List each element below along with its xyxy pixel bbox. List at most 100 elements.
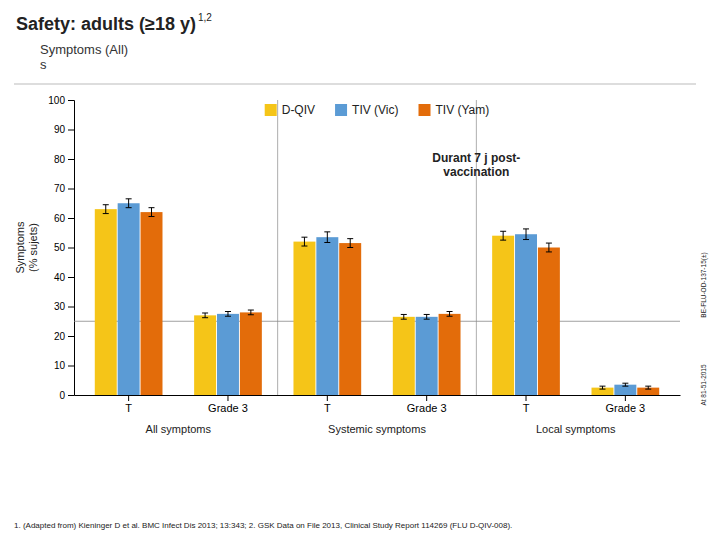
sidebar-text: BE-FLU-OD-137-15(±) bbox=[700, 252, 708, 317]
bar bbox=[439, 314, 461, 395]
error-bar bbox=[225, 312, 231, 317]
x-tick: T bbox=[324, 395, 331, 414]
y-tick-label: 70 bbox=[54, 183, 66, 194]
y-tick: 80 bbox=[54, 154, 74, 165]
bar bbox=[95, 209, 117, 395]
x-tick-label: T bbox=[324, 402, 331, 414]
bar bbox=[393, 317, 415, 395]
x-tick: Grade 3 bbox=[407, 395, 447, 414]
y-tick-label: 80 bbox=[54, 154, 66, 165]
x-tick-label: T bbox=[125, 402, 132, 414]
y-tick: 20 bbox=[54, 331, 74, 342]
bar bbox=[118, 203, 140, 395]
error-bar bbox=[103, 205, 109, 214]
annotation: Durant 7 j post-vaccination bbox=[432, 151, 520, 179]
y-tick-mark bbox=[68, 159, 74, 160]
reference-line bbox=[74, 321, 680, 322]
title: Safety: adults (≥18 y) bbox=[16, 14, 196, 34]
y-axis-title: Symptoms(% sujets) bbox=[14, 221, 39, 273]
legend-swatch bbox=[419, 104, 431, 116]
error-bar bbox=[301, 237, 307, 246]
marks bbox=[74, 199, 680, 395]
title-note: 1,2 bbox=[198, 12, 212, 23]
y-tick-mark bbox=[68, 248, 74, 249]
error-bar bbox=[248, 310, 254, 315]
y-tick: 40 bbox=[54, 272, 74, 283]
y-tick-mark bbox=[68, 100, 74, 101]
legend-swatch bbox=[265, 104, 277, 116]
y-tick-label: 30 bbox=[54, 301, 66, 312]
legend: D-QIV TIV (Vic) TIV (Yam) bbox=[265, 103, 490, 117]
x-tick: Grade 3 bbox=[208, 395, 248, 414]
error-bar bbox=[149, 208, 155, 217]
error-bar bbox=[202, 313, 208, 318]
error-bar bbox=[347, 239, 353, 248]
y-tick: 100 bbox=[48, 95, 74, 106]
y-tick-mark bbox=[68, 189, 74, 190]
error-bar bbox=[401, 314, 407, 319]
error-bar bbox=[126, 199, 132, 208]
y-axis-line bbox=[68, 101, 75, 396]
y-tick: 60 bbox=[54, 213, 74, 224]
y-tick-mark bbox=[68, 130, 74, 131]
y-tick-label: 100 bbox=[48, 95, 65, 106]
error-bar bbox=[645, 386, 651, 389]
y-tick-mark bbox=[68, 307, 74, 308]
x-tick: Grade 3 bbox=[605, 395, 645, 414]
subtitle: Symptoms (All)s bbox=[40, 42, 128, 72]
plot: 0102030405060708090100TGrade 3TGrade 3TG… bbox=[48, 95, 680, 435]
x-tick-label: T bbox=[523, 402, 530, 414]
y-tick-label: 20 bbox=[54, 331, 66, 342]
x-tick: T bbox=[523, 395, 530, 414]
y-tick-mark bbox=[68, 366, 74, 367]
section-divider bbox=[277, 100, 278, 395]
legend-item: TIV (Yam) bbox=[419, 103, 490, 117]
y-tick-label: 40 bbox=[54, 272, 66, 283]
bar bbox=[141, 212, 163, 395]
y-tick: 50 bbox=[54, 242, 74, 253]
y-tick-label: 50 bbox=[54, 242, 66, 253]
x-tick-label: Grade 3 bbox=[407, 402, 447, 414]
error-bar bbox=[500, 231, 506, 240]
sidebar-text: At 81-51-2015 bbox=[700, 364, 707, 406]
error-bar bbox=[523, 229, 529, 240]
error-bar bbox=[599, 386, 605, 389]
error-bar bbox=[447, 312, 453, 317]
x-tick-mark bbox=[327, 395, 328, 401]
legend-item: D-QIV bbox=[265, 103, 315, 117]
bar bbox=[316, 237, 338, 395]
legend-label: TIV (Vic) bbox=[352, 103, 398, 117]
error-bar bbox=[424, 314, 430, 319]
header-separator bbox=[14, 84, 696, 85]
error-bar bbox=[622, 383, 628, 386]
y-tick-mark bbox=[68, 395, 74, 396]
bar bbox=[194, 315, 216, 395]
footnote: 1. (Adapted from) Kieninger D et al. BMC… bbox=[14, 521, 512, 530]
legend-label: D-QIV bbox=[282, 103, 315, 117]
x-tick: T bbox=[125, 395, 132, 414]
section-label: All symptoms bbox=[146, 423, 212, 435]
section-label: Local symptoms bbox=[536, 423, 616, 435]
chart: Safety: adults (≥18 y)1,2 Symptoms (All)s… bbox=[0, 0, 720, 540]
bar bbox=[240, 312, 262, 395]
y-tick: 0 bbox=[59, 390, 74, 401]
section-label: Systemic symptoms bbox=[328, 423, 426, 435]
y-tick-mark bbox=[68, 218, 74, 219]
x-tick-label: Grade 3 bbox=[605, 402, 645, 414]
x-axis: T Grade 3 T Grade 3 T Grade 3 bbox=[75, 395, 681, 414]
bar bbox=[492, 236, 514, 395]
y-tick-label: 10 bbox=[54, 360, 66, 371]
legend-item: TIV (Vic) bbox=[335, 103, 398, 117]
y-tick: 70 bbox=[54, 183, 74, 194]
x-axis-line bbox=[75, 395, 681, 396]
y-axis: 0102030405060708090100 bbox=[48, 95, 74, 401]
x-tick-mark bbox=[227, 395, 228, 401]
bar bbox=[293, 242, 315, 395]
y-tick-label: 60 bbox=[54, 213, 66, 224]
x-tick-mark bbox=[625, 395, 626, 401]
legend-label: TIV (Yam) bbox=[436, 103, 490, 117]
bar bbox=[339, 243, 361, 395]
y-tick-mark bbox=[68, 277, 74, 278]
bar bbox=[416, 317, 438, 395]
x-tick-mark bbox=[128, 395, 129, 401]
